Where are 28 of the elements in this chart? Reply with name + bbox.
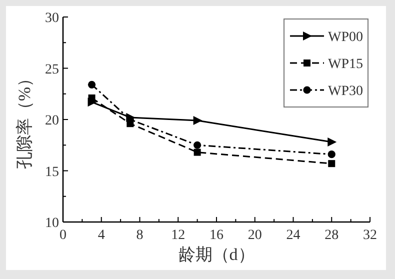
y-tick-label: 20	[45, 114, 59, 128]
x-tick-label: 12	[171, 228, 186, 243]
y-tick-label: 15	[45, 164, 59, 180]
x-tick-label: 16	[210, 228, 224, 243]
y-axis-title: 孔隙率（%）	[15, 70, 34, 170]
point	[193, 116, 202, 126]
y-tick-label: 25	[45, 62, 59, 78]
point	[328, 150, 336, 158]
legend-label: WP30	[328, 84, 363, 99]
point	[194, 141, 202, 149]
legend-label: WP00	[328, 30, 363, 45]
x-tick-label: 4	[98, 228, 105, 243]
x-tick-label: 20	[248, 228, 262, 243]
x-tick-label: 8	[136, 228, 144, 243]
x-tick-label: 32	[363, 228, 377, 243]
point	[88, 98, 97, 107]
x-tick-label: 0	[60, 228, 66, 243]
legend-label: WP15	[328, 57, 363, 72]
point	[88, 80, 96, 88]
point	[194, 148, 201, 156]
point	[328, 160, 336, 168]
point	[328, 138, 337, 147]
x-tick-label: 28	[324, 228, 339, 243]
point	[126, 112, 136, 122]
y-tick-label: 10	[45, 216, 59, 231]
x-axis-title: 龄期（d）	[178, 245, 255, 264]
x-tick-label: 24	[286, 228, 300, 243]
y-tick-label: 30	[45, 11, 59, 26]
